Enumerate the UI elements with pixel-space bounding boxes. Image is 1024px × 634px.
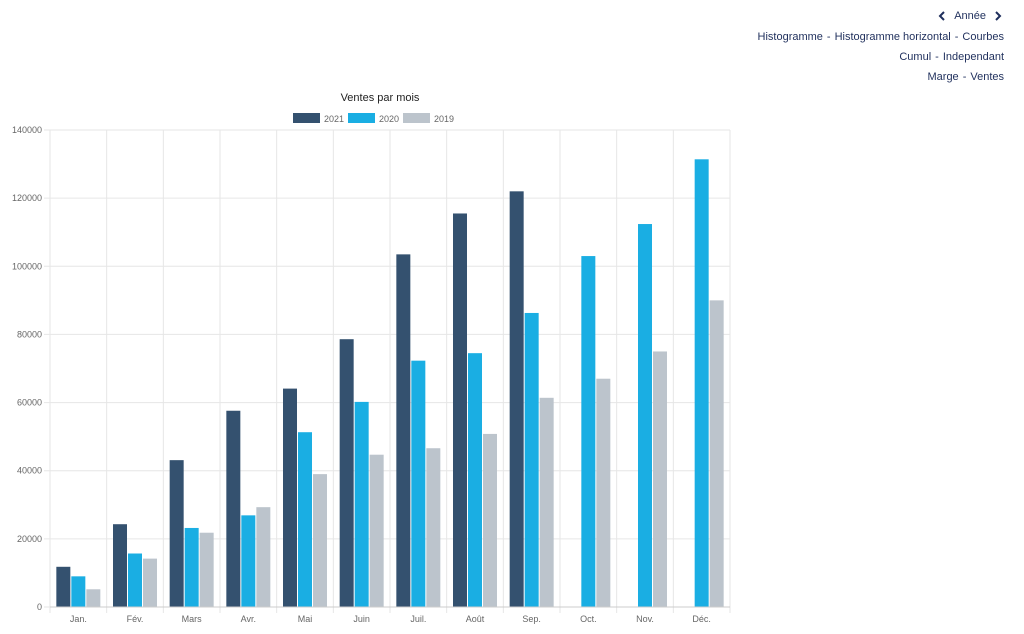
option-independant[interactable]: Independant (942, 50, 1004, 63)
bar-2019[interactable] (86, 589, 101, 607)
bar-2019[interactable] (596, 378, 611, 607)
bar-2019[interactable] (483, 433, 497, 607)
bar-2020[interactable] (581, 256, 596, 607)
bar-2020[interactable] (468, 353, 482, 607)
y-tick-label: 0 (37, 602, 42, 612)
option-cumul[interactable]: Cumul (899, 50, 932, 63)
x-tick-label: Nov. (636, 614, 654, 624)
bar-2019[interactable] (369, 454, 384, 607)
option-histogramme[interactable]: Histogramme (757, 30, 823, 43)
y-tick-label: 140000 (12, 125, 42, 135)
x-tick-label: Avr. (241, 614, 256, 624)
bar-2021[interactable] (113, 524, 127, 607)
aggregation-options: Cumul - Independant (758, 48, 1004, 65)
bar-2020[interactable] (638, 224, 652, 607)
bar-2019[interactable] (709, 300, 724, 607)
legend-swatch-2020[interactable] (348, 113, 375, 123)
bar-2020[interactable] (524, 312, 539, 607)
y-tick-label: 20000 (17, 534, 42, 544)
legend-label-2020[interactable]: 2020 (379, 114, 399, 124)
bar-2020[interactable] (71, 576, 86, 607)
year-label: Année (954, 10, 986, 22)
bar-2021[interactable] (169, 460, 184, 607)
option-histogramme-horizontal[interactable]: Histogramme horizontal (834, 30, 951, 43)
bar-2021[interactable] (509, 191, 524, 608)
bar-2021[interactable] (56, 566, 71, 607)
x-tick-label: Mars (182, 614, 202, 624)
x-tick-label: Oct. (580, 614, 597, 624)
legend-label-2021[interactable]: 2021 (324, 114, 344, 124)
chevron-right-icon[interactable] (992, 8, 1004, 24)
x-tick-label: Juin (353, 614, 370, 624)
chevron-left-icon[interactable] (936, 8, 948, 24)
bar-2020[interactable] (241, 515, 256, 607)
y-tick-label: 100000 (12, 261, 42, 271)
separator: - (826, 30, 831, 43)
bar-2020[interactable] (298, 432, 312, 607)
chart-controls: Année Histogramme - Histogramme horizont… (758, 8, 1004, 85)
x-tick-label: Jan. (70, 614, 87, 624)
x-tick-label: Sep. (522, 614, 541, 624)
y-tick-label: 40000 (17, 466, 42, 476)
separator: - (935, 50, 939, 63)
bar-2019[interactable] (539, 397, 554, 607)
option-ventes[interactable]: Ventes (970, 70, 1004, 83)
chart-title: Ventes par mois (341, 92, 420, 104)
bar-2019[interactable] (426, 448, 441, 607)
bar-2021[interactable] (283, 388, 297, 607)
year-navigation: Année (758, 8, 1004, 24)
chart-type-options: Histogramme - Histogramme horizontal - C… (758, 28, 1004, 45)
x-tick-label: Mai (298, 614, 313, 624)
y-tick-label: 60000 (17, 398, 42, 408)
bar-2019[interactable] (256, 507, 271, 607)
bar-2020[interactable] (128, 553, 142, 607)
option-marge[interactable]: Marge (927, 70, 959, 83)
bar-2019[interactable] (143, 558, 157, 607)
x-tick-label: Fév. (127, 614, 144, 624)
separator: - (954, 30, 959, 43)
bar-2019[interactable] (653, 351, 667, 607)
bar-2021[interactable] (339, 339, 354, 607)
bar-2020[interactable] (184, 527, 199, 607)
y-tick-label: 120000 (12, 193, 42, 203)
x-tick-label: Août (466, 614, 485, 624)
bar-2020[interactable] (694, 159, 709, 607)
bar-2019[interactable] (313, 474, 327, 607)
bar-2019[interactable] (199, 532, 214, 607)
bar-2021[interactable] (226, 410, 241, 607)
bar-2021[interactable] (396, 254, 411, 607)
measure-options: Marge - Ventes (758, 68, 1005, 85)
legend-swatch-2021[interactable] (293, 113, 320, 123)
y-tick-label: 80000 (17, 329, 42, 339)
legend-label-2019[interactable]: 2019 (434, 114, 454, 124)
legend-swatch-2019[interactable] (403, 113, 430, 123)
option-courbes[interactable]: Courbes (962, 30, 1004, 43)
bar-2020[interactable] (354, 401, 369, 607)
x-tick-label: Juil. (410, 614, 426, 624)
bar-2021[interactable] (453, 213, 467, 607)
bar-2020[interactable] (411, 360, 426, 607)
x-tick-label: Déc. (692, 614, 711, 624)
separator: - (962, 70, 967, 83)
